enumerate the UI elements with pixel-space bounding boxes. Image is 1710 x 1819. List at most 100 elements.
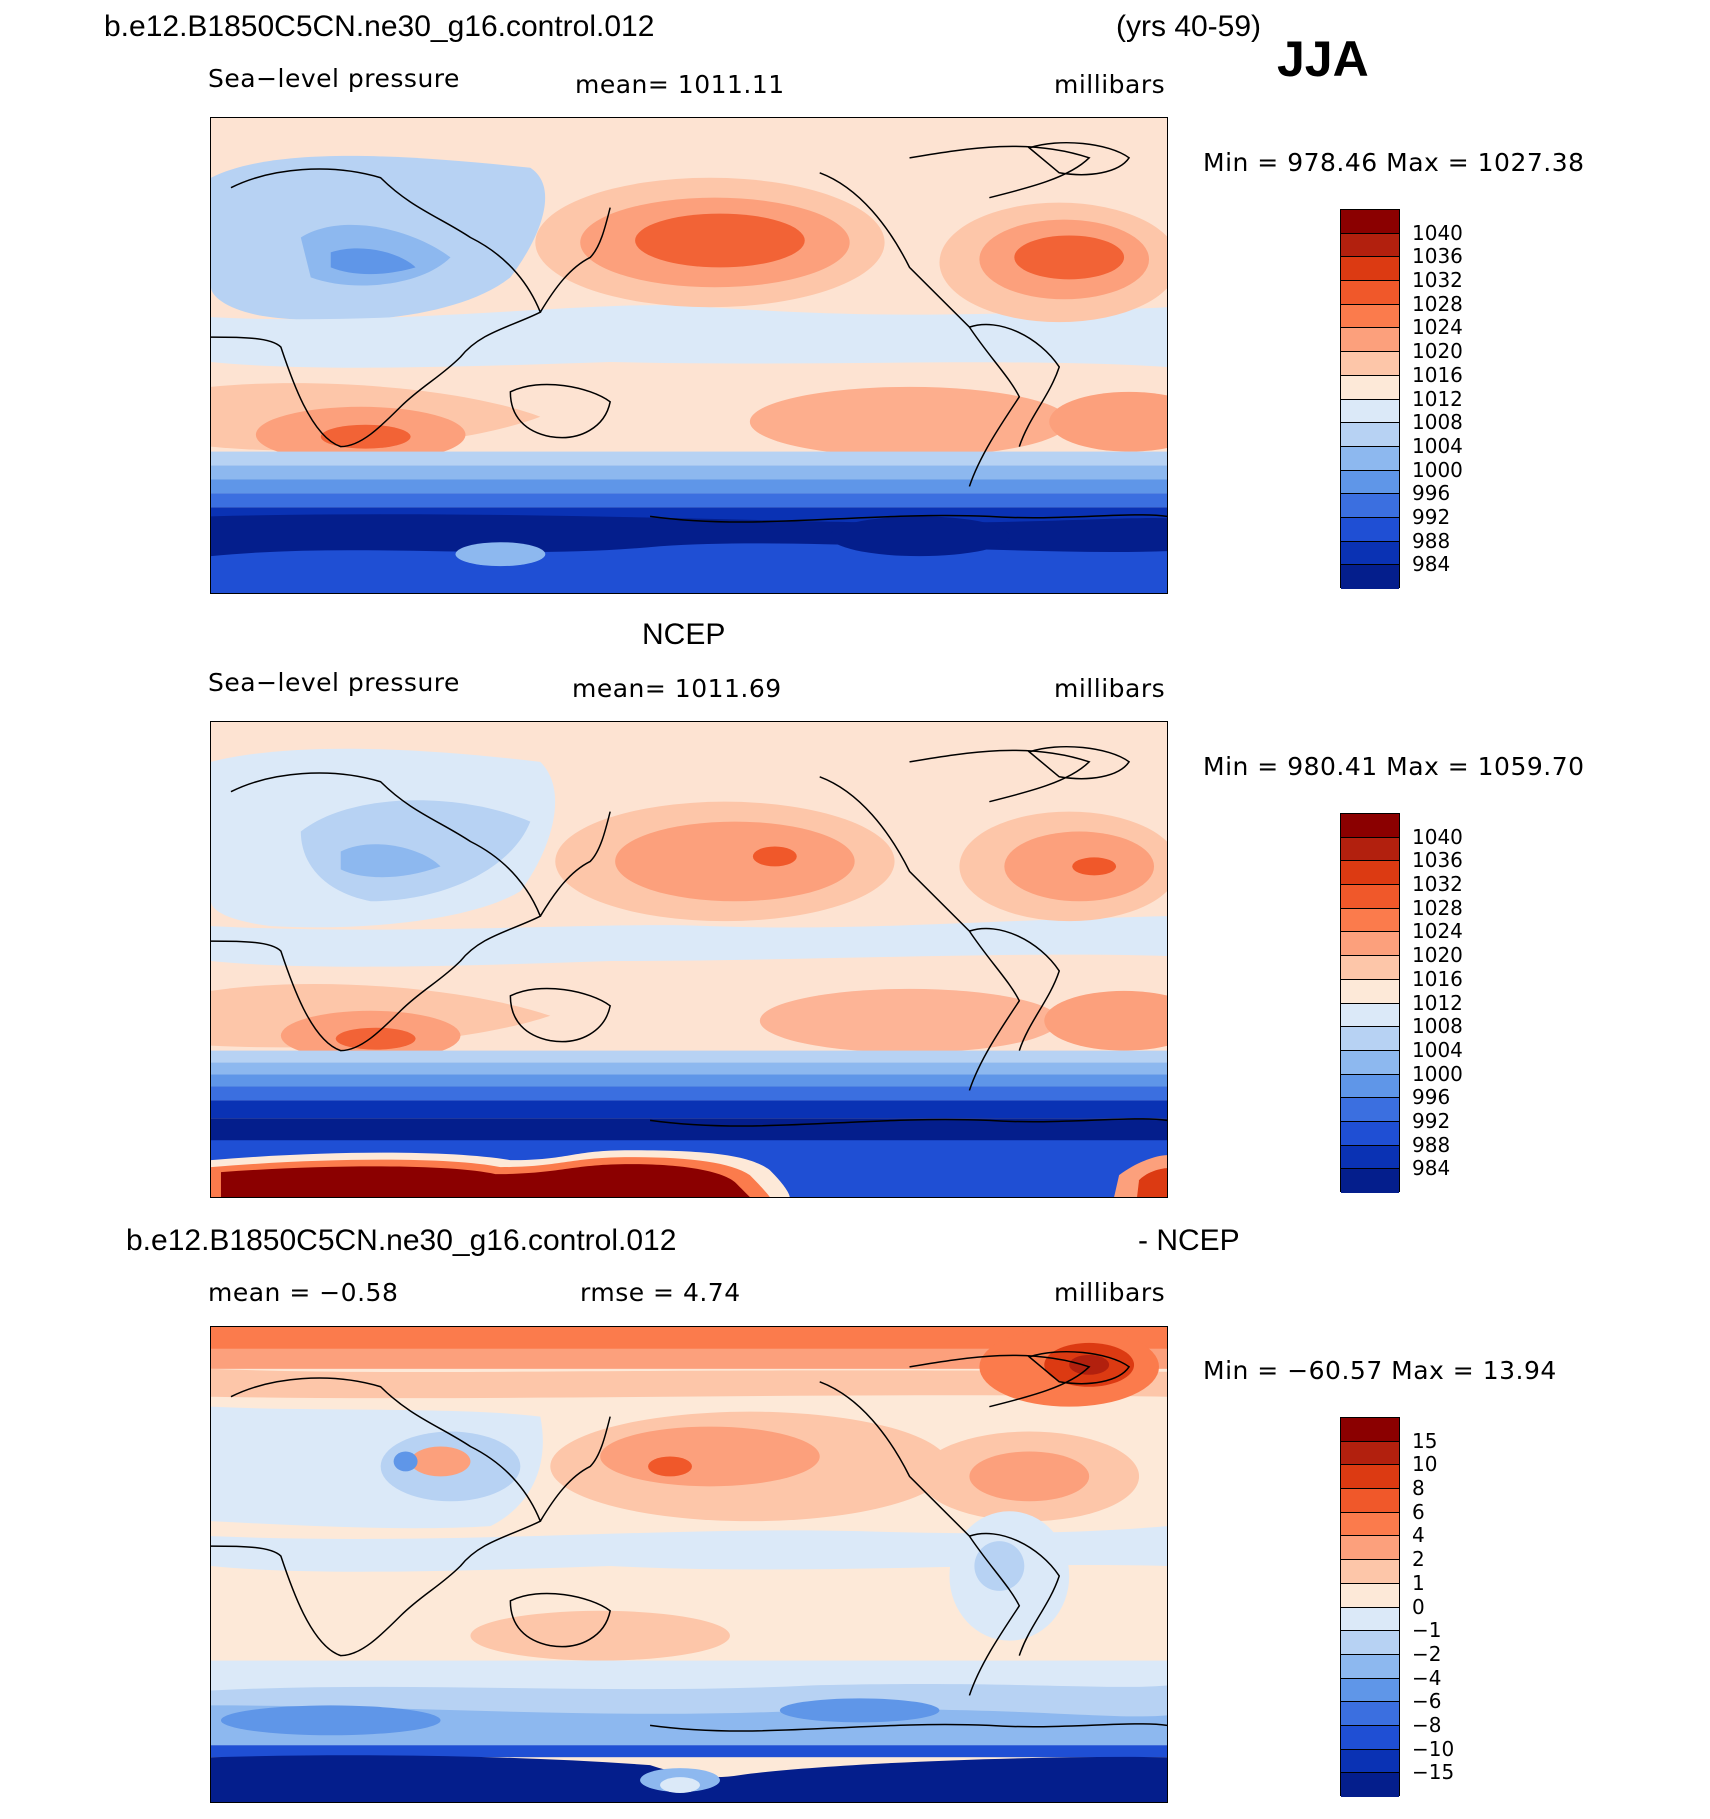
colorbar-swatch bbox=[1341, 932, 1399, 957]
colorbar-swatch bbox=[1341, 233, 1399, 258]
case-title: b.e12.B1850C5CN.ne30_g16.control.012 bbox=[104, 10, 655, 43]
colorbar-swatch bbox=[1341, 1074, 1399, 1099]
colorbar-swatch bbox=[1341, 1654, 1399, 1679]
colorbar-swatch bbox=[1341, 423, 1399, 447]
panel3-minmax: Min = −60.57 Max = 13.94 bbox=[1203, 1356, 1557, 1385]
panel1-units: millibars bbox=[1054, 70, 1166, 99]
colorbar-label: 1032 bbox=[1412, 872, 1463, 897]
colorbar-label: 1032 bbox=[1412, 268, 1463, 293]
panel3-mean: mean = −0.58 bbox=[208, 1278, 399, 1307]
colorbar-swatch bbox=[1341, 1631, 1399, 1655]
colorbar-label: −10 bbox=[1412, 1736, 1455, 1761]
colorbar-label: 1004 bbox=[1412, 433, 1463, 458]
colorbar-swatch bbox=[1341, 1749, 1399, 1774]
panel3-title-right: - NCEP bbox=[1138, 1224, 1240, 1257]
colorbar-label: 1004 bbox=[1412, 1037, 1463, 1062]
colorbar-swatch bbox=[1341, 908, 1399, 933]
colorbar-label: 984 bbox=[1412, 552, 1451, 577]
panel3-title-left: b.e12.B1850C5CN.ne30_g16.control.012 bbox=[126, 1224, 677, 1257]
colorbar-label: 8 bbox=[1412, 1476, 1425, 1501]
colorbar-label: 10 bbox=[1412, 1452, 1438, 1477]
colorbar-swatch bbox=[1341, 1773, 1399, 1797]
colorbar-label: 988 bbox=[1412, 1132, 1451, 1157]
colorbar-swatch bbox=[1341, 446, 1399, 471]
panel2-units: millibars bbox=[1054, 674, 1166, 703]
colorbar-label: 1 bbox=[1412, 1570, 1425, 1595]
colorbar-swatch bbox=[1341, 814, 1399, 838]
colorbar-swatch bbox=[1341, 1418, 1399, 1442]
colorbar-label: 15 bbox=[1412, 1428, 1438, 1453]
colorbar-swatch bbox=[1341, 1678, 1399, 1703]
colorbar-label: −1 bbox=[1412, 1618, 1442, 1643]
colorbar-swatch bbox=[1341, 1560, 1399, 1584]
colorbar-swatch bbox=[1341, 1725, 1399, 1750]
colorbar-label: 1028 bbox=[1412, 895, 1463, 920]
colorbar-swatch bbox=[1341, 979, 1399, 1004]
colorbar-label: 992 bbox=[1412, 1108, 1451, 1133]
colorbar-label: 996 bbox=[1412, 481, 1451, 506]
colorbar-swatch bbox=[1341, 885, 1399, 909]
colorbar-label: 1008 bbox=[1412, 1014, 1463, 1039]
season-label: JJA bbox=[1277, 31, 1369, 87]
colorbar-swatch bbox=[1341, 565, 1399, 589]
colorbar-label: −2 bbox=[1412, 1641, 1442, 1666]
colorbar-label: 1000 bbox=[1412, 457, 1463, 482]
panel2-colorbar-swatches bbox=[1340, 813, 1400, 1193]
panel3-units: millibars bbox=[1054, 1278, 1166, 1307]
colorbar-swatch bbox=[1341, 1512, 1399, 1537]
colorbar-label: 1012 bbox=[1412, 386, 1463, 411]
colorbar-swatch bbox=[1341, 470, 1399, 495]
colorbar-swatch bbox=[1341, 494, 1399, 518]
colorbar-swatch bbox=[1341, 1583, 1399, 1608]
colorbar-label: 1020 bbox=[1412, 339, 1463, 364]
colorbar-swatch bbox=[1341, 1050, 1399, 1075]
colorbar-label: 1036 bbox=[1412, 848, 1463, 873]
colorbar-label: 0 bbox=[1412, 1594, 1425, 1619]
colorbar-swatch bbox=[1341, 837, 1399, 862]
panel1-mean: mean= 1011.11 bbox=[575, 70, 785, 99]
colorbar-swatch bbox=[1341, 328, 1399, 353]
colorbar-label: 1020 bbox=[1412, 943, 1463, 968]
colorbar-swatch bbox=[1341, 1003, 1399, 1028]
colorbar-swatch bbox=[1341, 1098, 1399, 1122]
colorbar-label: 1008 bbox=[1412, 410, 1463, 435]
colorbar-swatch bbox=[1341, 1536, 1399, 1561]
colorbar-swatch bbox=[1341, 1027, 1399, 1051]
panel3-map bbox=[210, 1326, 1168, 1803]
colorbar-swatch bbox=[1341, 375, 1399, 400]
colorbar-label: −4 bbox=[1412, 1665, 1442, 1690]
colorbar-swatch bbox=[1341, 1441, 1399, 1466]
colorbar-label: 4 bbox=[1412, 1523, 1425, 1548]
panel2-map bbox=[210, 721, 1168, 1198]
colorbar-swatch bbox=[1341, 304, 1399, 329]
panel2-title: NCEP bbox=[642, 618, 726, 651]
colorbar-swatch bbox=[1341, 956, 1399, 980]
colorbar-swatch bbox=[1341, 861, 1399, 886]
colorbar-swatch bbox=[1341, 210, 1399, 234]
colorbar-label: −15 bbox=[1412, 1760, 1455, 1785]
colorbar-label: 1016 bbox=[1412, 966, 1463, 991]
colorbar-swatch bbox=[1341, 1465, 1399, 1490]
colorbar-label: −6 bbox=[1412, 1689, 1442, 1714]
colorbar-label: 1040 bbox=[1412, 824, 1463, 849]
colorbar-label: 988 bbox=[1412, 528, 1451, 553]
colorbar-label: 996 bbox=[1412, 1085, 1451, 1110]
panel2-minmax: Min = 980.41 Max = 1059.70 bbox=[1203, 752, 1585, 781]
colorbar-swatch bbox=[1341, 517, 1399, 542]
panel3-rmse: rmse = 4.74 bbox=[580, 1278, 741, 1307]
colorbar-label: 1000 bbox=[1412, 1061, 1463, 1086]
colorbar-swatch bbox=[1341, 1145, 1399, 1170]
colorbar-label: 1036 bbox=[1412, 244, 1463, 269]
colorbar-swatch bbox=[1341, 1489, 1399, 1513]
panel1-minmax: Min = 978.46 Max = 1027.38 bbox=[1203, 148, 1585, 177]
colorbar-swatch bbox=[1341, 1702, 1399, 1726]
years-label: (yrs 40-59) bbox=[1116, 10, 1262, 43]
colorbar-swatch bbox=[1341, 281, 1399, 305]
panel1-map bbox=[210, 117, 1168, 594]
colorbar-swatch bbox=[1341, 399, 1399, 424]
panel2-variable: Sea−level pressure bbox=[208, 668, 460, 697]
panel1-colorbar-swatches bbox=[1340, 209, 1400, 589]
colorbar-label: 1040 bbox=[1412, 220, 1463, 245]
colorbar-label: 1024 bbox=[1412, 315, 1463, 340]
colorbar-label: 1028 bbox=[1412, 291, 1463, 316]
